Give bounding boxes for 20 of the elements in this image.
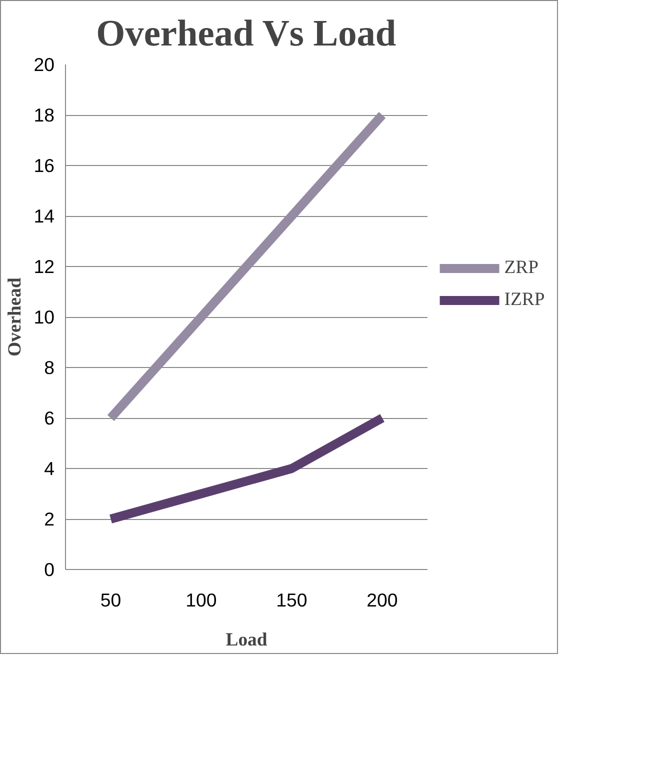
y-tick-label: 16 <box>34 155 55 176</box>
y-tick-label: 14 <box>34 206 55 226</box>
y-tick-label: 10 <box>34 306 55 328</box>
x-tick-label: 100 <box>186 590 217 610</box>
y-tick-label: 12 <box>34 256 55 277</box>
y-tick-label: 2 <box>44 508 55 530</box>
y-tick-label: 20 <box>34 54 55 75</box>
y-tick-label: 8 <box>44 357 55 378</box>
legend-label: IZRP <box>504 288 545 310</box>
x-tick-label: 150 <box>276 590 308 610</box>
x-tick-label: 50 <box>100 590 122 610</box>
y-tick-label: 6 <box>44 408 55 428</box>
x-tick-label: 200 <box>366 590 398 610</box>
x-axis-title: Load <box>226 630 268 650</box>
y-axis-title: Overhead <box>4 276 26 356</box>
y-tick-label: 0 <box>44 559 55 580</box>
y-tick-label: 4 <box>44 458 55 479</box>
chart-title: Overhead Vs Load <box>96 14 396 54</box>
legend-label: ZRP <box>504 256 538 278</box>
y-tick-label: 18 <box>34 104 55 126</box>
